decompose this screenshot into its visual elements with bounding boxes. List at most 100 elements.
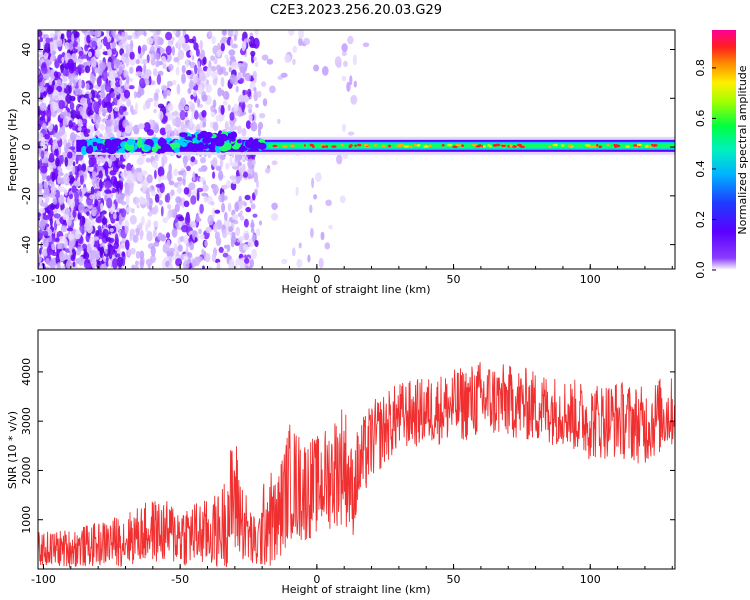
carrier-hotspot <box>340 143 344 147</box>
spectrogram-noise-blob <box>167 204 172 210</box>
spectrogram-noise-blob <box>175 258 183 267</box>
spectrogram-noise-layer <box>38 30 370 269</box>
spectrogram-noise-blob <box>280 72 288 78</box>
spectrogram-noise-blob <box>111 40 116 49</box>
spectrogram-noise-blob <box>65 164 73 171</box>
spectrogram-noise-blob <box>126 162 132 172</box>
spectrogram-noise-blob <box>325 199 332 207</box>
spectrogram-noise-blob <box>182 44 190 52</box>
spectrogram-noise-blob <box>49 217 53 228</box>
spectrogram-noise-blob <box>113 58 121 67</box>
spectrogram-noise-blob <box>77 119 83 127</box>
spectrogram-noise-blob <box>75 198 79 206</box>
spectrogram-noise-blob <box>234 263 238 269</box>
spectrogram-noise-blob <box>153 229 157 238</box>
spectrogram-noise-blob <box>38 207 46 214</box>
spectrogram-noise-blob <box>71 185 77 193</box>
spectrogram-noise-blob <box>236 175 242 182</box>
spectrogram-noise-blob <box>199 233 205 240</box>
spectrogram-noise-blob <box>89 219 95 226</box>
spectrogram-noise-blob <box>59 154 64 165</box>
spectrogram-noise-blob <box>117 87 123 94</box>
spectrogram-noise-blob <box>80 187 88 193</box>
spectrogram-noise-blob <box>87 30 95 36</box>
spectrogram-noise-blob <box>125 125 132 134</box>
carrier-hotspot <box>461 144 464 147</box>
spectrogram-noise-blob <box>94 30 98 37</box>
snr-y-tick-label: 4000 <box>20 358 33 386</box>
spectrogram-noise-blob <box>145 222 149 233</box>
spectrogram-noise-blob <box>133 91 137 99</box>
spectrogram-noise-blob <box>166 192 171 203</box>
spectrogram-noise-blob <box>68 41 73 51</box>
spectrogram-noise-blob <box>221 202 226 213</box>
snr-x-tick-label: -100 <box>31 573 56 586</box>
snr-x-tick-label: 100 <box>580 573 601 586</box>
spectrogram-noise-blob <box>244 194 251 201</box>
spectrogram-noise-blob <box>177 49 185 60</box>
spectrogram-noise-blob <box>123 89 131 99</box>
spectrogram-noise-blob <box>66 227 74 232</box>
spectrogram-x-tick-label: 0 <box>313 273 320 286</box>
spectrogram-noise-blob <box>101 112 106 117</box>
spectrogram-noise-blob <box>168 63 174 71</box>
spectrogram-noise-blob <box>115 182 122 189</box>
spectrogram-noise-blob <box>277 118 281 125</box>
spectrogram-noise-blob <box>55 131 60 140</box>
spectrogram-noise-blob <box>142 104 147 111</box>
carrier-hotspot <box>354 144 357 147</box>
spectrogram-noise-blob <box>190 94 194 100</box>
spectrogram-noise-blob <box>156 74 162 85</box>
spectrogram-noise-blob <box>105 119 113 128</box>
spectrogram-x-ticks: -100 -50 0 50 100 <box>31 264 673 286</box>
carrier-hotspot <box>381 144 386 148</box>
spectrogram-noise-blob <box>188 182 196 191</box>
snr-line <box>38 362 675 568</box>
spectrogram-noise-blob <box>45 257 50 265</box>
spectrogram-noise-blob <box>75 31 80 38</box>
spectrogram-y-tick-label: 40 <box>20 43 33 57</box>
spectrogram-noise-blob <box>107 48 112 57</box>
spectrogram-noise-blob <box>222 100 228 106</box>
spectrogram-noise-blob <box>49 41 55 52</box>
carrier-hotspot <box>331 145 337 148</box>
spectrogram-noise-blob <box>211 207 216 218</box>
carrier-hotspot <box>501 144 506 148</box>
spectrogram-noise-blob <box>167 102 174 112</box>
carrier-blob <box>238 146 245 153</box>
spectrogram-noise-blob <box>130 42 134 53</box>
spectrogram-noise-blob <box>160 234 167 242</box>
spectrogram-noise-blob <box>168 255 172 266</box>
spectrogram-noise-blob <box>177 244 183 252</box>
spectrogram-noise-blob <box>284 54 291 64</box>
carrier-hotspot <box>633 144 638 147</box>
spectrogram-noise-blob <box>57 31 62 37</box>
spectrogram-noise-blob <box>189 79 194 89</box>
spectrogram-noise-blob <box>148 204 153 211</box>
spectrogram-noise-blob <box>64 42 70 50</box>
spectrogram-noise-blob <box>168 180 175 186</box>
spectrogram-noise-blob <box>216 219 223 230</box>
spectrogram-noise-blob <box>127 248 131 256</box>
spectrogram-noise-blob <box>42 91 48 96</box>
spectrogram-noise-blob <box>84 44 89 52</box>
spectrogram-noise-blob <box>298 242 302 249</box>
carrier-hotspot <box>363 143 369 147</box>
spectrogram-x-tick-label: -50 <box>171 273 189 286</box>
carrier-hotspot <box>349 144 353 147</box>
snr-x-tick-label: 50 <box>447 573 461 586</box>
spectrogram-noise-blob <box>131 264 135 269</box>
spectrogram-noise-blob <box>50 161 54 172</box>
spectrogram-noise-blob <box>84 262 92 269</box>
spectrogram-noise-blob <box>254 61 259 68</box>
spectrogram-noise-blob <box>271 202 278 210</box>
spectrogram-noise-blob <box>174 222 180 227</box>
spectrogram-noise-blob <box>81 163 87 172</box>
spectrogram-noise-blob <box>80 79 86 89</box>
spectrogram-noise-blob <box>146 174 153 184</box>
spectrogram-noise-blob <box>124 225 129 235</box>
spectrogram-noise-blob <box>67 151 73 159</box>
spectrogram-noise-blob <box>136 172 143 182</box>
carrier-core <box>267 143 675 149</box>
carrier-blob <box>143 144 152 151</box>
